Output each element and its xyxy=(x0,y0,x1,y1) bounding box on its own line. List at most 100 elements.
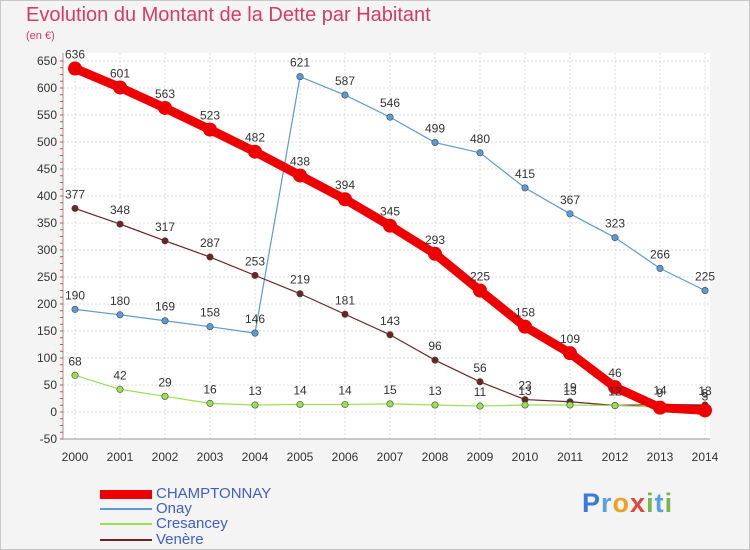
y-tick-label: 300 xyxy=(37,243,57,257)
data-point xyxy=(161,317,169,325)
data-point xyxy=(476,402,484,410)
data-label: 621 xyxy=(290,56,310,70)
y-tick-label: 350 xyxy=(37,216,57,230)
x-tick-label: 2001 xyxy=(107,450,134,464)
x-tick-label: 2010 xyxy=(512,450,539,464)
data-label: 11 xyxy=(474,385,487,399)
data-label: 14 xyxy=(293,383,307,397)
data-point xyxy=(293,168,307,183)
data-label: 287 xyxy=(200,236,220,250)
data-point xyxy=(431,401,439,409)
y-tick-label: 150 xyxy=(37,324,57,338)
data-point xyxy=(296,290,304,298)
data-label: 546 xyxy=(380,96,400,110)
data-label: 16 xyxy=(203,382,217,396)
data-point xyxy=(251,271,259,279)
data-label: 56 xyxy=(473,361,487,375)
y-tick-label: 600 xyxy=(37,81,57,95)
x-tick-label: 2007 xyxy=(377,450,404,464)
data-label: 13 xyxy=(698,384,712,398)
data-label: 13 xyxy=(518,384,532,398)
data-point xyxy=(566,210,574,218)
data-point xyxy=(701,286,709,294)
legend-swatch xyxy=(100,489,152,499)
data-point xyxy=(518,319,532,334)
data-point xyxy=(386,400,394,408)
data-point xyxy=(476,149,484,157)
data-point xyxy=(341,400,349,408)
data-label: 219 xyxy=(290,273,310,287)
data-label: 317 xyxy=(155,220,175,234)
x-tick-label: 2006 xyxy=(332,450,359,464)
data-label: 68 xyxy=(68,354,82,368)
data-point xyxy=(71,305,79,313)
data-label: 438 xyxy=(290,154,310,168)
data-point xyxy=(611,234,619,242)
y-tick-label: 650 xyxy=(37,54,57,68)
legend-swatch xyxy=(100,539,152,541)
x-tick-label: 2000 xyxy=(62,450,89,464)
y-tick-label: 100 xyxy=(37,351,57,365)
data-label: 8 xyxy=(702,387,709,401)
data-point xyxy=(251,329,259,337)
data-label: 146 xyxy=(245,312,265,326)
data-point xyxy=(341,310,349,318)
data-label: 636 xyxy=(65,48,85,62)
data-point xyxy=(476,378,484,386)
y-tick-label: 400 xyxy=(37,189,57,203)
data-point xyxy=(473,283,487,298)
data-point xyxy=(338,192,352,207)
data-label: 19 xyxy=(563,381,577,395)
legend-label: Onay xyxy=(156,500,192,517)
data-label: 266 xyxy=(650,247,670,261)
data-point xyxy=(608,380,622,395)
data-label: 96 xyxy=(428,339,442,353)
data-label: 23 xyxy=(518,379,532,393)
data-point xyxy=(698,403,712,418)
data-label: 13 xyxy=(563,384,577,398)
data-label: 394 xyxy=(335,178,355,192)
data-label: 46 xyxy=(608,366,622,380)
data-label: 499 xyxy=(425,122,445,136)
data-label: 601 xyxy=(110,66,130,80)
data-label: 15 xyxy=(383,383,397,397)
data-point xyxy=(383,218,397,233)
data-point xyxy=(341,91,349,99)
x-tick-label: 2014 xyxy=(692,450,719,464)
data-point xyxy=(386,113,394,121)
data-label: 225 xyxy=(470,270,490,284)
data-label: 415 xyxy=(515,167,535,181)
x-tick-label: 2002 xyxy=(152,450,179,464)
data-point xyxy=(521,184,529,192)
data-label: 109 xyxy=(560,332,580,346)
data-point xyxy=(296,73,304,81)
y-tick-label: 500 xyxy=(37,135,57,149)
data-point xyxy=(206,253,214,261)
data-label: 480 xyxy=(470,132,490,146)
data-point xyxy=(656,264,664,272)
y-tick-label: 50 xyxy=(44,378,58,392)
data-label: 180 xyxy=(110,294,130,308)
data-label: 14 xyxy=(338,383,352,397)
data-point xyxy=(653,400,667,415)
y-tick-label: 0 xyxy=(50,405,57,419)
y-tick-label: 250 xyxy=(37,270,57,284)
data-point xyxy=(116,311,124,319)
data-label: 523 xyxy=(200,109,220,123)
data-point xyxy=(203,122,217,137)
chart-subtitle: (en €) xyxy=(26,30,55,42)
data-point xyxy=(251,401,259,409)
data-label: 587 xyxy=(335,74,355,88)
data-label: 29 xyxy=(158,375,172,389)
data-label: 143 xyxy=(380,314,400,328)
data-point xyxy=(71,204,79,212)
data-point xyxy=(206,399,214,407)
y-tick-label: 550 xyxy=(37,108,57,122)
data-point xyxy=(113,80,127,95)
data-label: 13 xyxy=(428,384,442,398)
legend-label: CHAMPTONNAY xyxy=(156,485,272,502)
data-point xyxy=(563,346,577,361)
data-label: 14 xyxy=(653,383,667,397)
data-point xyxy=(116,385,124,393)
data-label: 323 xyxy=(605,217,625,231)
